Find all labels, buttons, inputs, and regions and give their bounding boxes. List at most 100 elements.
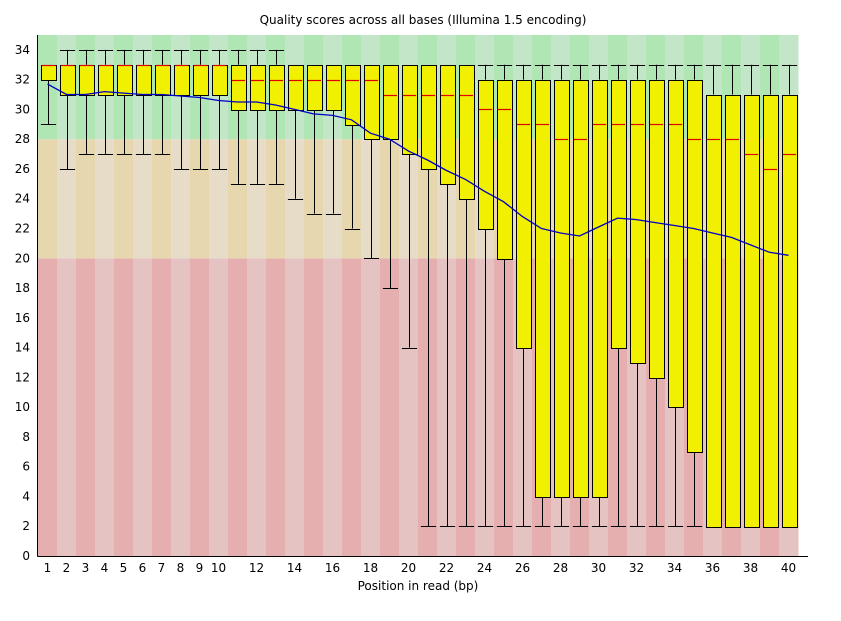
iqr-box	[41, 65, 57, 81]
box-position-3	[78, 49, 95, 155]
zone-poor-stripe	[285, 258, 305, 556]
zone-reasonable-stripe	[342, 139, 362, 259]
x-tick-label: 7	[158, 561, 166, 575]
zone-reasonable-stripe	[399, 139, 419, 259]
iqr-box	[725, 95, 741, 528]
zone-reasonable-stripe	[133, 139, 153, 259]
zone-poor-stripe	[399, 258, 419, 556]
zone-poor-stripe	[171, 258, 191, 556]
box-position-14	[287, 65, 304, 200]
iqr-box	[459, 65, 475, 200]
zone-reasonable-stripe	[247, 139, 267, 259]
zone-poor-stripe	[437, 258, 457, 556]
box-position-20	[401, 65, 418, 349]
zone-poor-stripe	[152, 258, 172, 556]
y-tick-label: 10	[15, 400, 30, 414]
box-position-25	[496, 64, 513, 527]
y-tick-label: 24	[15, 192, 30, 206]
box-position-34	[667, 64, 684, 527]
axes	[37, 35, 808, 557]
iqr-box	[744, 95, 760, 528]
box-position-22	[439, 65, 456, 527]
iqr-box	[440, 65, 456, 185]
zone-reasonable-stripe	[171, 139, 191, 259]
box-position-7	[154, 49, 171, 155]
y-tick-label: 6	[22, 460, 30, 474]
zone-reasonable-stripe	[323, 139, 343, 259]
iqr-box	[516, 80, 532, 349]
x-tick-label: 12	[249, 561, 264, 575]
iqr-box	[117, 65, 133, 96]
iqr-box	[269, 65, 285, 111]
iqr-box	[687, 80, 703, 453]
iqr-box	[421, 65, 437, 170]
zone-reasonable-stripe	[380, 139, 400, 259]
iqr-box	[307, 65, 323, 111]
x-tick-label: 28	[553, 561, 568, 575]
x-tick-label: 14	[287, 561, 302, 575]
iqr-box	[174, 65, 190, 96]
iqr-box	[288, 65, 304, 111]
zone-reasonable-stripe	[57, 139, 77, 259]
box-position-6	[135, 49, 152, 155]
x-tick-label: 24	[477, 561, 492, 575]
zone-poor-stripe	[380, 258, 400, 556]
box-position-38	[743, 64, 760, 528]
y-tick-label: 18	[15, 281, 30, 295]
y-tick-label: 34	[15, 43, 30, 57]
zone-reasonable-stripe	[38, 139, 58, 259]
iqr-box	[668, 80, 684, 408]
zone-poor-stripe	[418, 258, 438, 556]
iqr-box	[782, 95, 798, 528]
y-tick-label: 28	[15, 132, 30, 146]
iqr-box	[478, 80, 494, 230]
iqr-box	[326, 65, 342, 111]
iqr-box	[630, 80, 646, 364]
box-position-32	[629, 64, 646, 527]
box-position-27	[534, 64, 551, 527]
x-tick-label: 2	[63, 561, 71, 575]
zone-reasonable-stripe	[95, 139, 115, 259]
box-position-13	[268, 49, 285, 185]
y-tick-label: 32	[15, 73, 30, 87]
zone-poor-stripe	[76, 258, 96, 556]
box-position-18	[363, 65, 380, 259]
boxes	[40, 49, 798, 528]
box-position-23	[458, 65, 475, 527]
x-tick-label: 4	[101, 561, 109, 575]
box-position-11	[230, 49, 247, 185]
box-position-2	[59, 49, 76, 170]
zone-reasonable-stripe	[190, 139, 210, 259]
box-position-39	[762, 64, 779, 528]
box-position-4	[97, 49, 114, 155]
x-tick-label: 8	[177, 561, 185, 575]
zone-reasonable-stripe	[152, 139, 172, 259]
iqr-box	[592, 80, 608, 498]
box-position-40	[781, 64, 798, 528]
zone-poor-stripe	[323, 258, 343, 556]
box-position-36	[705, 64, 722, 528]
zone-reasonable-stripe	[266, 139, 286, 259]
iqr-box	[611, 80, 627, 349]
zone-poor-stripe	[361, 258, 381, 556]
x-tick-label: 16	[325, 561, 340, 575]
box-position-15	[306, 65, 323, 215]
zone-poor-stripe	[114, 258, 134, 556]
x-tick-label: 40	[781, 561, 796, 575]
iqr-box	[383, 65, 399, 140]
box-position-10	[211, 49, 228, 170]
box-position-31	[610, 64, 627, 527]
iqr-box	[402, 65, 418, 155]
iqr-box	[212, 65, 228, 96]
y-tick-label: 8	[22, 430, 30, 444]
x-tick-label: 32	[629, 561, 644, 575]
zone-poor-stripe	[342, 258, 362, 556]
y-tick-label: 4	[22, 489, 30, 503]
box-position-9	[192, 49, 209, 170]
iqr-box	[706, 95, 722, 528]
x-tick-label: 6	[139, 561, 147, 575]
box-position-1	[40, 64, 57, 125]
iqr-box	[193, 65, 209, 96]
y-tick-label: 2	[22, 519, 30, 533]
